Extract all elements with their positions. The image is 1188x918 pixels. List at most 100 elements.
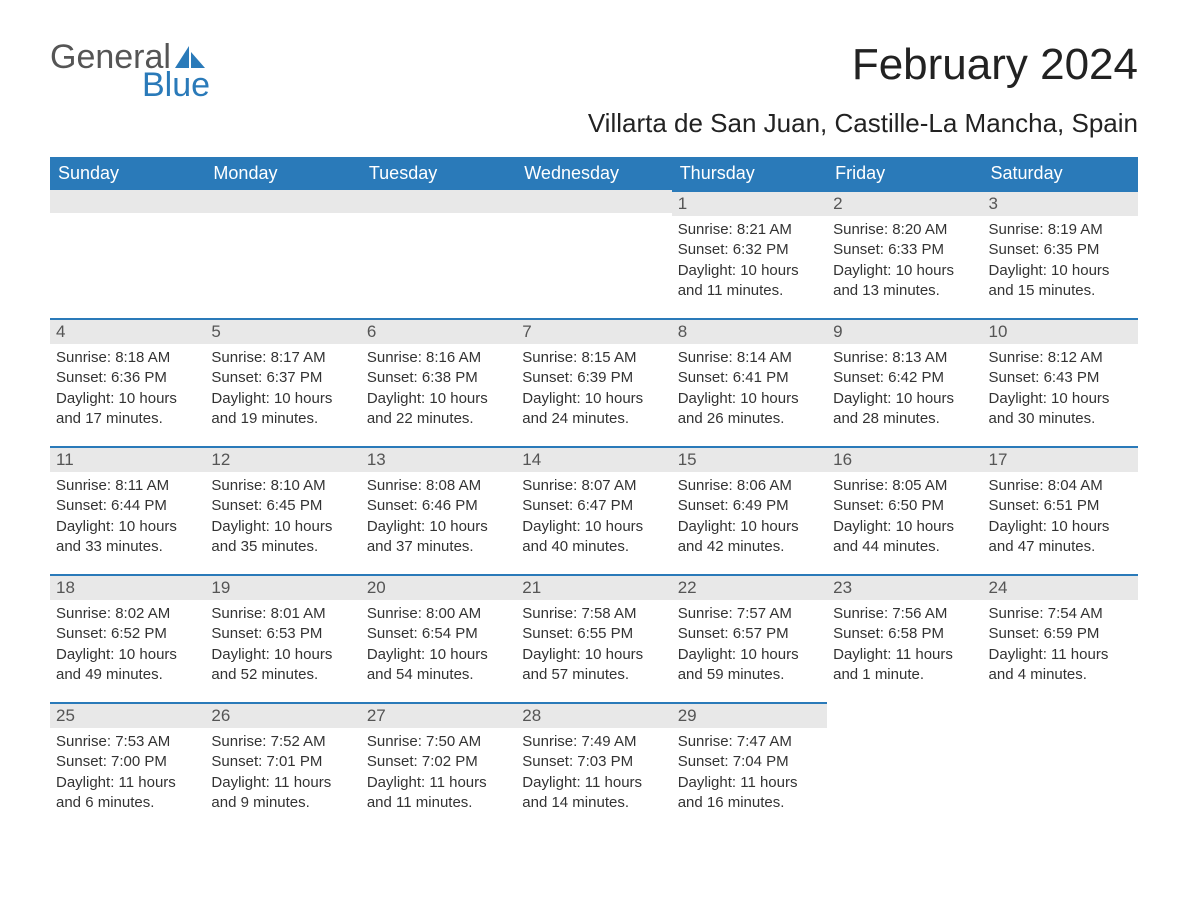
day-ss: Sunset: 6:47 PM: [522, 496, 665, 516]
weekday-header-row: SundayMondayTuesdayWednesdayThursdayFrid…: [50, 157, 1138, 190]
day-details: Sunrise: 8:11 AMSunset: 6:44 PMDaylight:…: [50, 472, 205, 567]
calendar-cell: 24Sunrise: 7:54 AMSunset: 6:59 PMDayligh…: [983, 574, 1138, 702]
day-details: Sunrise: 7:54 AMSunset: 6:59 PMDaylight:…: [983, 600, 1138, 695]
day-sr: Sunrise: 8:05 AM: [833, 476, 976, 496]
calendar-body: 1Sunrise: 8:21 AMSunset: 6:32 PMDaylight…: [50, 190, 1138, 830]
day-details: Sunrise: 8:17 AMSunset: 6:37 PMDaylight:…: [205, 344, 360, 439]
empty-day-bar: [361, 190, 516, 213]
calendar-cell: [361, 190, 516, 318]
calendar-cell: 21Sunrise: 7:58 AMSunset: 6:55 PMDayligh…: [516, 574, 671, 702]
day-sr: Sunrise: 7:54 AM: [989, 604, 1132, 624]
weekday-header: Saturday: [983, 157, 1138, 190]
day-dl1: Daylight: 11 hours: [522, 773, 665, 793]
day-dl2: and 35 minutes.: [211, 537, 354, 557]
calendar-cell: 8Sunrise: 8:14 AMSunset: 6:41 PMDaylight…: [672, 318, 827, 446]
calendar-cell: 2Sunrise: 8:20 AMSunset: 6:33 PMDaylight…: [827, 190, 982, 318]
calendar-cell: 5Sunrise: 8:17 AMSunset: 6:37 PMDaylight…: [205, 318, 360, 446]
day-details: Sunrise: 7:50 AMSunset: 7:02 PMDaylight:…: [361, 728, 516, 823]
calendar-cell: 26Sunrise: 7:52 AMSunset: 7:01 PMDayligh…: [205, 702, 360, 830]
day-details: Sunrise: 8:00 AMSunset: 6:54 PMDaylight:…: [361, 600, 516, 695]
calendar-cell: 11Sunrise: 8:11 AMSunset: 6:44 PMDayligh…: [50, 446, 205, 574]
day-number: 24: [983, 574, 1138, 600]
day-details: Sunrise: 8:05 AMSunset: 6:50 PMDaylight:…: [827, 472, 982, 567]
day-details: Sunrise: 8:19 AMSunset: 6:35 PMDaylight:…: [983, 216, 1138, 311]
day-dl2: and 30 minutes.: [989, 409, 1132, 429]
day-ss: Sunset: 6:45 PM: [211, 496, 354, 516]
day-number: 2: [827, 190, 982, 216]
day-ss: Sunset: 7:00 PM: [56, 752, 199, 772]
day-number: 18: [50, 574, 205, 600]
day-ss: Sunset: 6:35 PM: [989, 240, 1132, 260]
empty-day-bar: [516, 190, 671, 213]
day-ss: Sunset: 6:42 PM: [833, 368, 976, 388]
day-dl2: and 49 minutes.: [56, 665, 199, 685]
calendar-cell: [827, 702, 982, 830]
logo: General Blue: [50, 40, 210, 102]
day-details: Sunrise: 7:53 AMSunset: 7:00 PMDaylight:…: [50, 728, 205, 823]
day-dl2: and 1 minute.: [833, 665, 976, 685]
day-ss: Sunset: 6:55 PM: [522, 624, 665, 644]
day-dl2: and 24 minutes.: [522, 409, 665, 429]
day-dl1: Daylight: 10 hours: [989, 389, 1132, 409]
day-details: Sunrise: 8:20 AMSunset: 6:33 PMDaylight:…: [827, 216, 982, 311]
day-dl1: Daylight: 10 hours: [989, 517, 1132, 537]
calendar-week: 18Sunrise: 8:02 AMSunset: 6:52 PMDayligh…: [50, 574, 1138, 702]
day-details: Sunrise: 7:58 AMSunset: 6:55 PMDaylight:…: [516, 600, 671, 695]
day-dl1: Daylight: 10 hours: [56, 517, 199, 537]
calendar-cell: 12Sunrise: 8:10 AMSunset: 6:45 PMDayligh…: [205, 446, 360, 574]
day-dl1: Daylight: 10 hours: [522, 645, 665, 665]
calendar-week: 11Sunrise: 8:11 AMSunset: 6:44 PMDayligh…: [50, 446, 1138, 574]
calendar-cell: 20Sunrise: 8:00 AMSunset: 6:54 PMDayligh…: [361, 574, 516, 702]
calendar-cell: 22Sunrise: 7:57 AMSunset: 6:57 PMDayligh…: [672, 574, 827, 702]
day-number: 25: [50, 702, 205, 728]
day-details: Sunrise: 8:18 AMSunset: 6:36 PMDaylight:…: [50, 344, 205, 439]
day-sr: Sunrise: 7:49 AM: [522, 732, 665, 752]
day-dl1: Daylight: 10 hours: [522, 517, 665, 537]
day-ss: Sunset: 6:53 PM: [211, 624, 354, 644]
empty-day-bar: [50, 190, 205, 213]
day-ss: Sunset: 6:59 PM: [989, 624, 1132, 644]
day-dl2: and 9 minutes.: [211, 793, 354, 813]
day-details: Sunrise: 7:47 AMSunset: 7:04 PMDaylight:…: [672, 728, 827, 823]
day-number: 22: [672, 574, 827, 600]
calendar-cell: 16Sunrise: 8:05 AMSunset: 6:50 PMDayligh…: [827, 446, 982, 574]
day-number: 21: [516, 574, 671, 600]
day-sr: Sunrise: 8:13 AM: [833, 348, 976, 368]
day-ss: Sunset: 6:43 PM: [989, 368, 1132, 388]
calendar-cell: [50, 190, 205, 318]
calendar-cell: [205, 190, 360, 318]
day-ss: Sunset: 7:03 PM: [522, 752, 665, 772]
day-dl2: and 37 minutes.: [367, 537, 510, 557]
calendar-week: 1Sunrise: 8:21 AMSunset: 6:32 PMDaylight…: [50, 190, 1138, 318]
day-dl1: Daylight: 10 hours: [56, 645, 199, 665]
day-sr: Sunrise: 7:53 AM: [56, 732, 199, 752]
day-sr: Sunrise: 7:58 AM: [522, 604, 665, 624]
location-subtitle: Villarta de San Juan, Castille-La Mancha…: [50, 108, 1138, 139]
calendar-table: SundayMondayTuesdayWednesdayThursdayFrid…: [50, 157, 1138, 830]
day-dl2: and 33 minutes.: [56, 537, 199, 557]
calendar-week: 4Sunrise: 8:18 AMSunset: 6:36 PMDaylight…: [50, 318, 1138, 446]
day-dl2: and 54 minutes.: [367, 665, 510, 685]
day-details: Sunrise: 7:56 AMSunset: 6:58 PMDaylight:…: [827, 600, 982, 695]
day-number: 19: [205, 574, 360, 600]
day-dl1: Daylight: 10 hours: [833, 261, 976, 281]
day-number: 10: [983, 318, 1138, 344]
weekday-header: Tuesday: [361, 157, 516, 190]
day-dl2: and 19 minutes.: [211, 409, 354, 429]
calendar-cell: 23Sunrise: 7:56 AMSunset: 6:58 PMDayligh…: [827, 574, 982, 702]
day-sr: Sunrise: 8:15 AM: [522, 348, 665, 368]
day-dl1: Daylight: 10 hours: [367, 389, 510, 409]
day-ss: Sunset: 6:44 PM: [56, 496, 199, 516]
day-dl1: Daylight: 10 hours: [211, 645, 354, 665]
day-number: 6: [361, 318, 516, 344]
weekday-header: Monday: [205, 157, 360, 190]
day-sr: Sunrise: 8:10 AM: [211, 476, 354, 496]
day-sr: Sunrise: 8:01 AM: [211, 604, 354, 624]
day-dl2: and 22 minutes.: [367, 409, 510, 429]
day-dl1: Daylight: 10 hours: [833, 517, 976, 537]
day-ss: Sunset: 6:37 PM: [211, 368, 354, 388]
day-dl1: Daylight: 10 hours: [367, 645, 510, 665]
calendar-cell: 13Sunrise: 8:08 AMSunset: 6:46 PMDayligh…: [361, 446, 516, 574]
day-dl1: Daylight: 10 hours: [211, 389, 354, 409]
day-dl2: and 13 minutes.: [833, 281, 976, 301]
